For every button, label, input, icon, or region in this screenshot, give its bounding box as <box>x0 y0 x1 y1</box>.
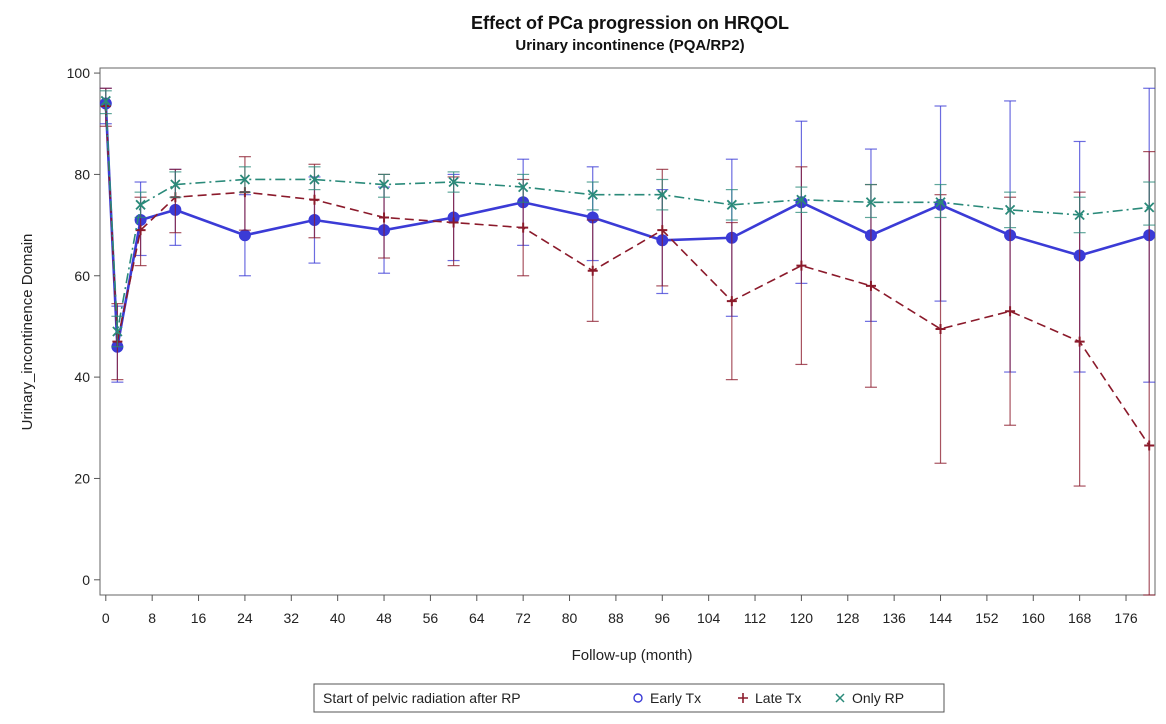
data-point <box>1074 336 1085 347</box>
x-tick-label: 24 <box>237 610 253 626</box>
series-only-rp <box>99 90 1156 348</box>
x-axis-title: Follow-up (month) <box>572 647 693 664</box>
chart-title: Effect of PCa progression on HRQOL <box>471 13 789 33</box>
data-point <box>657 225 668 236</box>
y-tick-label: 80 <box>74 166 90 182</box>
legend-marker <box>633 693 643 703</box>
y-tick-label: 60 <box>74 268 90 284</box>
data-point <box>1004 204 1016 216</box>
x-tick-label: 40 <box>330 610 346 626</box>
x-tick-label: 16 <box>191 610 207 626</box>
data-point <box>726 296 737 307</box>
data-point <box>448 176 459 188</box>
x-tick-label: 0 <box>102 610 110 626</box>
series-line-early-tx <box>104 103 1150 347</box>
plot-area <box>99 67 1156 596</box>
legend-item: Only RP <box>835 690 904 706</box>
data-point <box>135 199 146 210</box>
series-layer <box>99 87 1156 596</box>
data-point <box>796 194 807 205</box>
x-axis: 0 8 16 24 32 40 48 56 64 72 80 88 96 104 112 120 128 136 1… <box>102 595 1138 626</box>
data-point <box>239 174 251 185</box>
y-axis-title: Urinary_incontinence Domain <box>19 234 36 431</box>
data-point <box>135 225 146 236</box>
x-tick-label: 64 <box>469 610 485 626</box>
data-point <box>587 189 598 200</box>
data-point <box>726 199 737 210</box>
data-point <box>935 323 946 334</box>
data-point <box>1144 440 1155 451</box>
legend-item: Late Tx <box>738 690 801 706</box>
legend-marker <box>835 693 845 703</box>
x-tick-label: 88 <box>608 610 624 626</box>
x-tick-label: 168 <box>1068 610 1092 626</box>
x-tick-label: 56 <box>423 610 439 626</box>
y-tick-label: 0 <box>82 572 90 588</box>
x-tick-label: 32 <box>284 610 300 626</box>
x-tick-label: 8 <box>148 610 156 626</box>
data-point <box>309 194 320 205</box>
data-point <box>865 197 877 208</box>
y-axis: 0 20 40 60 80 100 <box>67 65 100 588</box>
legend-label: Late Tx <box>755 690 801 706</box>
series-late-tx <box>99 87 1156 596</box>
series-line-only-rp <box>104 100 1150 332</box>
data-point <box>865 280 876 291</box>
data-point <box>587 265 598 276</box>
data-point <box>448 217 459 228</box>
x-tick-label: 120 <box>790 610 814 626</box>
y-tick-label: 20 <box>74 470 90 486</box>
x-tick-label: 176 <box>1114 610 1138 626</box>
error-bar <box>1143 181 1156 226</box>
data-point <box>1074 209 1085 221</box>
data-point <box>518 222 529 233</box>
data-point <box>935 197 946 208</box>
legend-title: Start of pelvic radiation after RP <box>323 690 521 706</box>
data-point <box>170 179 181 190</box>
legend-items: Early Tx Late Tx Only RP <box>633 690 904 706</box>
data-point <box>657 189 668 200</box>
data-point <box>518 181 529 193</box>
legend-label: Early Tx <box>650 690 701 706</box>
legend-marker <box>738 693 748 703</box>
data-point <box>1144 202 1155 213</box>
data-point <box>100 95 111 107</box>
x-tick-label: 104 <box>697 610 721 626</box>
x-tick-label: 112 <box>744 610 767 626</box>
chart-subtitle: Urinary incontinence (PQA/RP2) <box>515 37 744 54</box>
data-point <box>238 229 251 242</box>
series-line-late-tx <box>104 105 1150 446</box>
x-tick-label: 160 <box>1022 610 1046 626</box>
data-point <box>1005 306 1016 317</box>
y-tick-label: 40 <box>74 369 90 385</box>
legend: Start of pelvic radiation after RP Early… <box>313 683 945 713</box>
x-tick-label: 96 <box>654 610 670 626</box>
data-point <box>379 212 390 223</box>
x-tick-label: 128 <box>836 610 860 626</box>
legend-item: Early Tx <box>633 690 701 706</box>
legend-label: Only RP <box>852 690 904 706</box>
x-tick-label: 152 <box>975 610 999 626</box>
data-point <box>378 179 390 190</box>
x-tick-label: 136 <box>882 610 906 626</box>
y-tick-label: 100 <box>67 65 91 81</box>
x-tick-label: 80 <box>562 610 578 626</box>
data-point <box>112 326 123 337</box>
x-tick-label: 144 <box>929 610 953 626</box>
x-tick-label: 48 <box>376 610 392 626</box>
data-point <box>796 260 807 271</box>
data-point <box>309 174 320 185</box>
x-tick-label: 72 <box>515 610 531 626</box>
